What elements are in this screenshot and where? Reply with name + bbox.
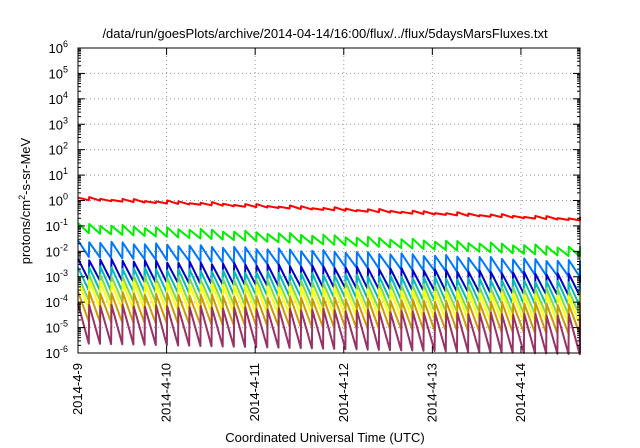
- x-tick-label: 2014-4-11: [247, 363, 262, 421]
- x-tick-label: 2014-4-10: [159, 363, 174, 422]
- x-tick-label: 2014-4-13: [424, 363, 439, 422]
- axis-ticks: [77, 47, 580, 354]
- y-tick-label: 100: [49, 192, 68, 209]
- x-tick-label: 2014-4-9: [70, 363, 85, 415]
- y-tick-label: 10-2: [46, 242, 68, 259]
- y-tick-label: 10-6: [46, 344, 68, 361]
- y-tick-label: 10-3: [46, 268, 68, 285]
- y-tick-label: 102: [49, 141, 68, 158]
- series-group: [77, 196, 581, 356]
- y-tick-label: 106: [49, 39, 68, 56]
- y-tick-label: 104: [49, 90, 68, 107]
- x-axis-label: Coordinated Universal Time (UTC): [225, 430, 424, 445]
- y-tick-label: 10-1: [46, 217, 68, 234]
- y-tick-labels: 10-6 10-5 10-4 10-3 10-2 10-1 100 101 102 103 104 1…: [46, 39, 68, 361]
- flux-series-line: [77, 303, 581, 356]
- x-tick-labels: 2014-4-9 2014-4-10 2014-4-11 2014-4-12 2014-…: [70, 363, 528, 422]
- y-tick-label: 103: [49, 115, 68, 132]
- flux-series-line: [77, 239, 581, 278]
- y-tick-label: 10-4: [46, 293, 68, 310]
- y-tick-label: 105: [49, 64, 68, 81]
- y-axis-label: protons/cm2-s-sr-MeV: [17, 137, 33, 264]
- x-tick-label: 2014-4-14: [513, 363, 528, 422]
- x-tick-label: 2014-4-12: [336, 363, 351, 422]
- y-tick-label: 10-5: [46, 319, 68, 336]
- chart-title: /data/run/goesPlots/archive/2014-04-14/1…: [102, 26, 548, 41]
- flux-series-line: [77, 196, 581, 222]
- flux-series-line: [77, 222, 581, 258]
- y-tick-label: 101: [49, 166, 68, 183]
